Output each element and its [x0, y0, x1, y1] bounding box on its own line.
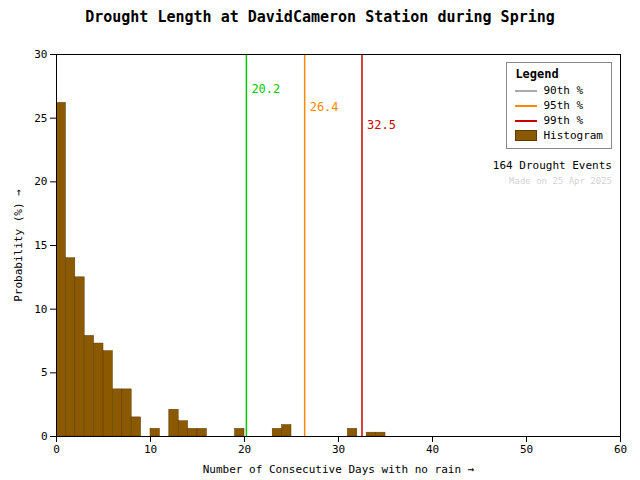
html-text:99th %: 99th %	[543, 114, 584, 127]
html-text:Made on 25 Apr 2025: Made on 25 Apr 2025	[509, 176, 612, 186]
svg-text:0: 0	[41, 430, 48, 443]
svg-text:15: 15	[34, 239, 47, 252]
svg-text:10: 10	[34, 303, 47, 316]
svg-text:20: 20	[238, 443, 251, 456]
svg-text:50: 50	[520, 443, 533, 456]
html-text:Histogram: Histogram	[543, 129, 603, 142]
svg-text:Number of Consecutive Days wit: Number of Consecutive Days with no rain …	[203, 463, 475, 476]
svg-text:30: 30	[332, 443, 345, 456]
svg-text:10: 10	[144, 443, 157, 456]
svg-text:26.4: 26.4	[310, 100, 339, 114]
html-text:Drought Length at DavidCameron: Drought Length at DavidCameron Station d…	[85, 8, 555, 26]
html-text:Legend: Legend	[515, 67, 559, 81]
html-text:95th %: 95th %	[543, 99, 584, 112]
svg-text:20: 20	[34, 175, 47, 188]
html-text:164 Drought Events: 164 Drought Events	[492, 159, 612, 172]
svg-text:0: 0	[53, 443, 60, 456]
svg-text:5: 5	[41, 366, 48, 379]
svg-text:Probability (%) →: Probability (%) →	[12, 189, 25, 302]
html-text:90th %: 90th %	[543, 84, 584, 97]
svg-text:40: 40	[426, 443, 439, 456]
svg-text:20.2: 20.2	[251, 82, 280, 96]
svg-text:60: 60	[614, 443, 627, 456]
svg-text:32.5: 32.5	[367, 118, 396, 132]
svg-text:30: 30	[34, 48, 47, 61]
svg-text:25: 25	[34, 112, 47, 125]
